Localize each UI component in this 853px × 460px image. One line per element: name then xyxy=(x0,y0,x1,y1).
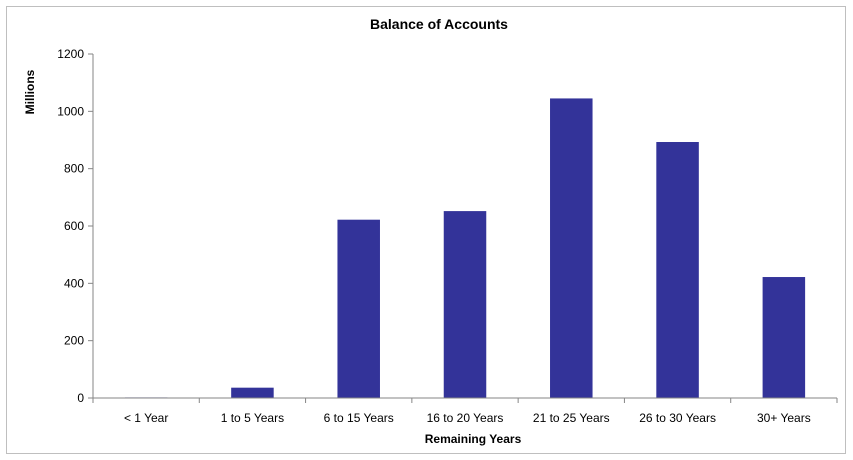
y-tick-label: 800 xyxy=(64,162,84,176)
y-tick-label: 400 xyxy=(64,276,84,290)
bar-2 xyxy=(337,219,380,398)
bar-1 xyxy=(231,387,274,398)
x-tick-label: 30+ Years xyxy=(757,411,811,425)
bar-chart: Balance of Accounts Millions Remaining Y… xyxy=(23,16,838,446)
x-tick-label: 1 to 5 Years xyxy=(221,411,284,425)
x-axis-ticks: < 1 Year 1 to 5 Years 6 to 15 Years 16 to 2… xyxy=(92,398,838,425)
y-axis-title: Millions xyxy=(23,69,37,114)
bar-4 xyxy=(550,98,593,398)
y-tick-label: 1000 xyxy=(57,104,84,118)
x-tick-label: 26 to 30 Years xyxy=(639,411,716,425)
x-axis-title: Remaining Years xyxy=(425,432,522,446)
x-tick-label: 21 to 25 Years xyxy=(533,411,610,425)
y-tick-label: 200 xyxy=(64,334,84,348)
y-axis-ticks: 0 200 400 600 800 1000 1200 xyxy=(57,47,93,405)
bar-3 xyxy=(443,211,487,398)
chart-title: Balance of Accounts xyxy=(370,16,508,32)
y-tick-label: 0 xyxy=(77,391,84,405)
y-tick-label: 1200 xyxy=(57,47,84,61)
x-tick-label: 16 to 20 Years xyxy=(427,411,504,425)
bar-6 xyxy=(762,277,806,398)
bar-5 xyxy=(656,142,699,398)
x-tick-label: 6 to 15 Years xyxy=(324,411,394,425)
x-tick-label: < 1 Year xyxy=(124,411,168,425)
chart-frame: Balance of Accounts Millions Remaining Y… xyxy=(6,6,846,454)
bars-group xyxy=(124,98,806,398)
y-tick-label: 600 xyxy=(64,219,84,233)
